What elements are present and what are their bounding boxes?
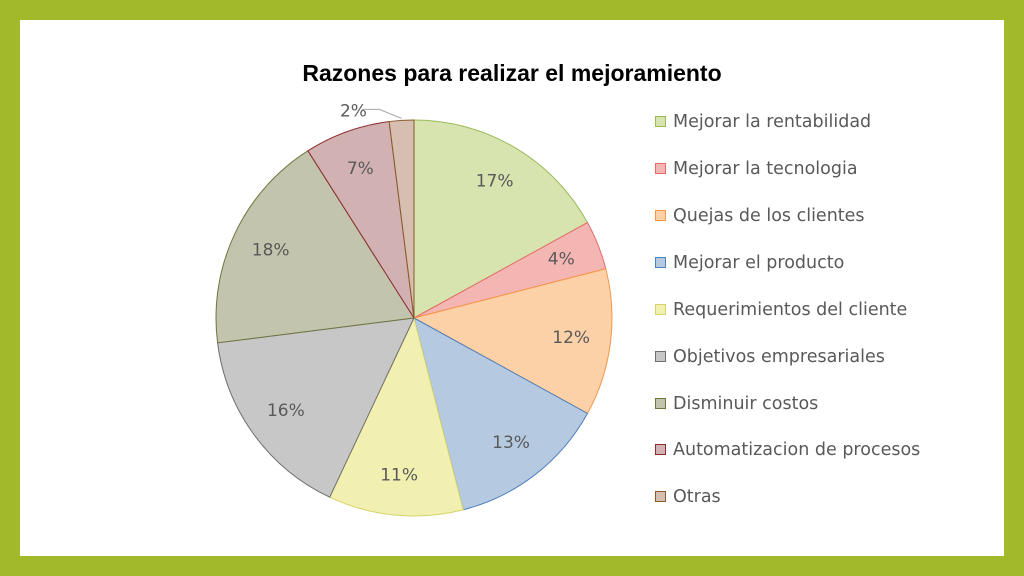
legend-label-1: Mejorar la rentabilidad	[673, 112, 872, 132]
data-label-4: 13%	[492, 433, 530, 453]
legend-swatch-1	[655, 116, 666, 127]
data-label-1: 17%	[476, 172, 514, 192]
data-label-9: 2%	[340, 101, 367, 121]
data-label-8: 7%	[347, 159, 374, 179]
data-label-2: 4%	[548, 250, 575, 270]
data-label-6: 16%	[267, 401, 305, 421]
data-label-3: 12%	[552, 328, 590, 348]
pie-slice-7	[215, 150, 415, 344]
legend-swatch-5	[655, 304, 666, 315]
pie-slice-3	[412, 268, 613, 415]
legend-swatch-7	[655, 398, 666, 409]
pie-slice-6	[217, 317, 415, 498]
legend-label-6: Objetivos empresariales	[673, 347, 885, 367]
legend-swatch-8	[655, 444, 666, 455]
legend-label-2: Mejorar la tecnologia	[673, 159, 858, 179]
pie-slice-5	[329, 316, 464, 517]
legend-swatch-3	[655, 210, 666, 221]
data-label-7: 18%	[252, 241, 290, 261]
leader-line-9	[361, 108, 402, 119]
chart-title: Razones para realizar el mejoramiento	[302, 60, 722, 86]
legend-swatch-2	[655, 163, 666, 174]
pie-slice-9	[388, 119, 415, 319]
pie-slice-1	[413, 119, 589, 319]
data-label-5: 11%	[380, 466, 418, 486]
legend-label-3: Quejas de los clientes	[673, 206, 865, 226]
legend-label-9: Otras	[673, 487, 721, 507]
legend-swatch-9	[655, 491, 666, 502]
pie-slice-4	[413, 317, 589, 511]
legend-label-7: Disminuir costos	[673, 394, 819, 414]
legend-swatch-6	[655, 351, 666, 362]
legend-swatch-4	[655, 257, 666, 268]
legend-label-4: Mejorar el producto	[673, 253, 845, 273]
legend-label-8: Automatizacion de procesos	[673, 440, 921, 460]
legend-label-5: Requerimientos del cliente	[673, 300, 908, 320]
